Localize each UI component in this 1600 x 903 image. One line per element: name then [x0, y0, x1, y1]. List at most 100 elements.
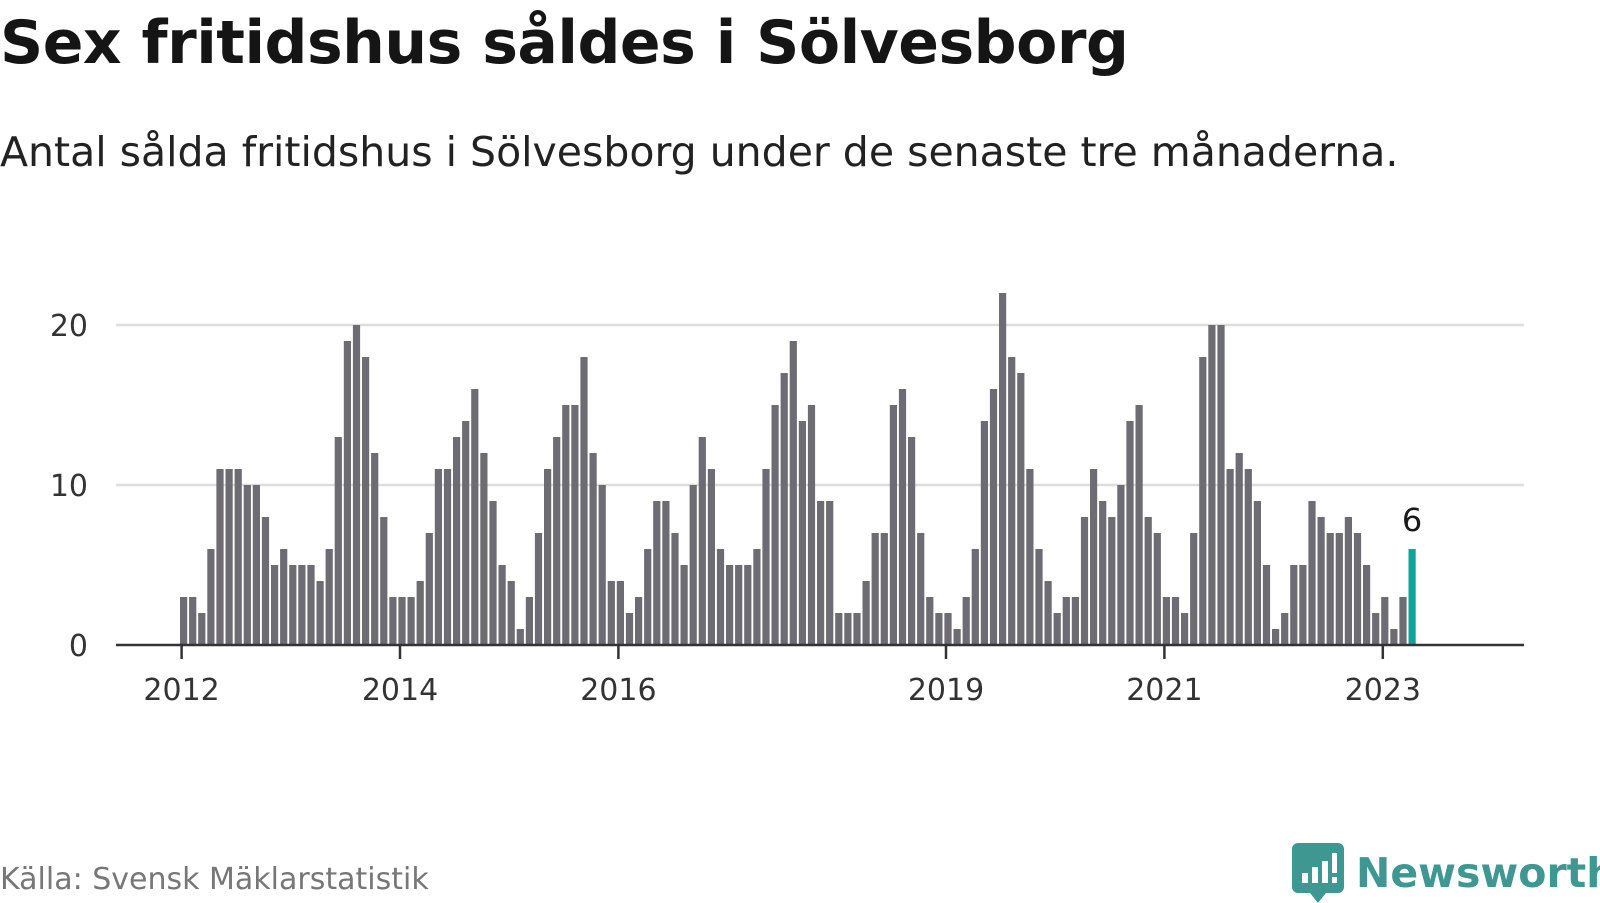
bar-2016-07: [671, 533, 679, 645]
bar-2017-02: [735, 565, 743, 645]
bar-2016-01: [616, 581, 624, 645]
bar-2012-07: [234, 469, 242, 645]
bar-2013-01: [289, 565, 297, 645]
bar-2018-07: [889, 405, 897, 645]
bar-2015-08: [571, 405, 579, 645]
annotations: 6: [1402, 501, 1422, 539]
bar-2013-12: [389, 597, 397, 645]
bar-2012-04: [207, 549, 215, 645]
bar-2016-06: [662, 501, 670, 645]
bar-2015-11: [598, 485, 606, 645]
bar-2019-11: [1035, 549, 1043, 645]
bar-2017-05: [762, 469, 770, 645]
bar-2018-08: [898, 389, 907, 645]
bar-2021-06: [1208, 325, 1216, 645]
bar-2015-07: [562, 405, 570, 645]
bar-2018-11: [926, 597, 934, 645]
gridlines: [116, 323, 1524, 487]
x-tick-label-2019: 2019: [908, 673, 984, 708]
bar-2019-06: [989, 389, 998, 645]
bar-2019-02: [953, 629, 961, 645]
x-tick-label-2014: 2014: [362, 673, 438, 708]
bar-2020-07: [1108, 517, 1116, 645]
bar-2022-06: [1317, 517, 1325, 645]
bar-2021-02: [1171, 597, 1180, 645]
bar-2015-05: [544, 469, 552, 645]
bar-2014-03: [416, 581, 424, 645]
bar-2017-07: [780, 373, 788, 645]
bar-2014-04: [425, 533, 433, 645]
bar-2020-05: [1090, 469, 1098, 645]
bar-2021-05: [1199, 357, 1207, 645]
bar-2023-02: [1390, 629, 1398, 645]
bar-2018-09: [908, 437, 916, 645]
bar-2022-05: [1308, 501, 1316, 645]
y-axis-ticks: 0 10 20: [50, 309, 88, 664]
bar-2021-11: [1253, 501, 1261, 645]
bar-2013-08: [352, 325, 361, 645]
bar-2012-11: [271, 565, 279, 645]
bar-2016-02: [625, 613, 634, 645]
bar-2017-06: [771, 405, 779, 645]
bar-2014-07: [453, 437, 461, 645]
bar-2016-08: [680, 565, 688, 645]
bar-2014-11: [489, 501, 497, 645]
bar-2022-11: [1363, 565, 1371, 645]
bar-2014-09: [471, 389, 479, 645]
x-tick-label-2016: 2016: [580, 673, 656, 708]
bar-2021-07: [1217, 325, 1225, 645]
bar-2022-08: [1335, 533, 1343, 645]
bar-2022-09: [1344, 517, 1352, 645]
bar-2020-09: [1126, 421, 1134, 645]
bar-2015-12: [607, 581, 615, 645]
bar-2023-01: [1381, 597, 1389, 645]
bar-2017-11: [817, 501, 825, 645]
bar-2018-04: [862, 581, 870, 645]
bar-2017-04: [753, 549, 761, 645]
chart-title: Sex fritidshus såldes i Sölvesborg: [0, 8, 1129, 78]
brand-logo[interactable]: Newsworthy: [1292, 843, 1600, 903]
newsworthy-logo-icon: [1292, 843, 1344, 903]
x-tick-label-2023: 2023: [1345, 673, 1421, 708]
bar-2019-08: [1008, 357, 1016, 645]
bar-2012-05: [216, 469, 224, 645]
bar-2016-12: [716, 549, 725, 645]
bar-2013-10: [371, 453, 379, 645]
bar-2013-07: [343, 341, 351, 645]
bar-2018-05: [871, 533, 879, 645]
bar-2013-04: [316, 581, 324, 645]
bar-2019-04: [971, 549, 979, 645]
bar-2021-09: [1235, 453, 1243, 645]
bar-2021-08: [1226, 469, 1234, 645]
bar-2023-04: [1408, 549, 1416, 645]
bar-2014-08: [462, 421, 470, 645]
bar-2015-10: [589, 453, 597, 645]
bar-2022-01: [1272, 629, 1280, 645]
bar-2014-10: [480, 453, 488, 645]
x-axis-ticks: 2012 2014 2016 2019 2021 2023: [143, 645, 1421, 708]
bar-2020-08: [1117, 485, 1125, 645]
bar-2015-02: [516, 629, 524, 645]
bar-2018-10: [917, 533, 925, 645]
bar-2019-07: [999, 293, 1007, 645]
brand-name: Newsworthy: [1356, 849, 1600, 897]
bar-2019-12: [1044, 581, 1052, 645]
bar-2017-03: [744, 565, 752, 645]
bar-2019-05: [980, 421, 988, 645]
bar-2021-10: [1244, 469, 1252, 645]
bar-2014-12: [498, 565, 506, 645]
bar-2020-03: [1071, 597, 1079, 645]
bar-2022-02: [1281, 613, 1289, 645]
bar-2022-10: [1353, 533, 1362, 645]
bar-2015-09: [580, 357, 588, 645]
bar-2014-02: [407, 597, 415, 645]
bar-2021-04: [1190, 533, 1198, 645]
last-value-label: 6: [1402, 501, 1422, 539]
bar-2018-03: [853, 613, 861, 645]
bar-2020-04: [1080, 517, 1089, 645]
bar-2012-02: [189, 597, 197, 645]
bar-2017-12: [826, 501, 834, 645]
bar-2020-06: [1099, 501, 1107, 645]
bar-2020-01: [1053, 613, 1061, 645]
x-tick-label-2012: 2012: [143, 673, 219, 708]
